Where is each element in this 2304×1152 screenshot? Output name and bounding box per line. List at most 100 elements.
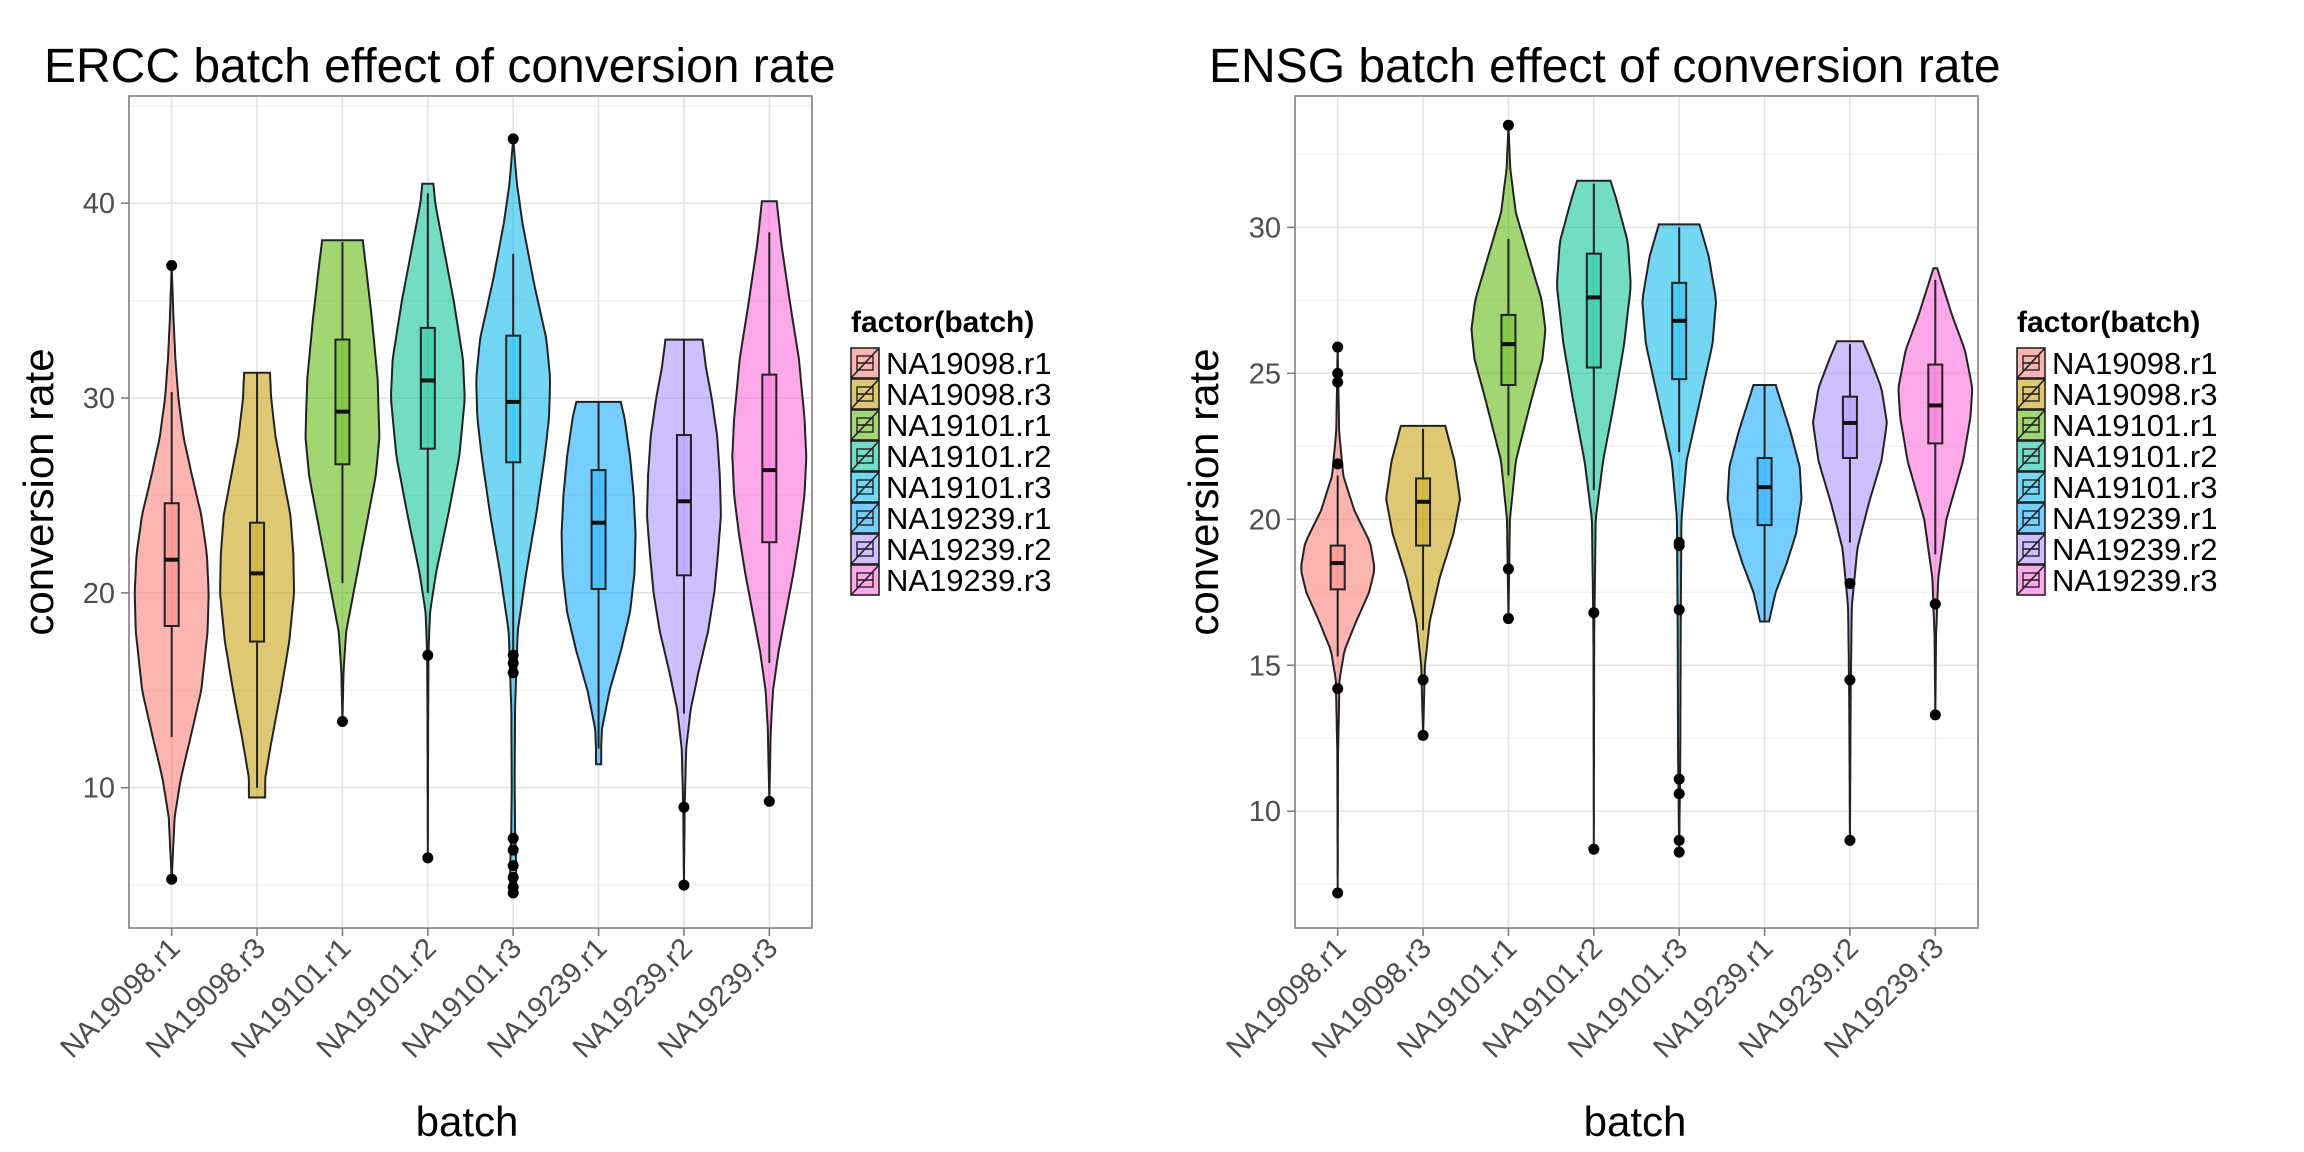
- box: [1671, 281, 1688, 381]
- outlier-point: [1673, 604, 1685, 616]
- legend-key-box: [2022, 355, 2040, 371]
- legend-label: NA19101.r2: [2052, 439, 2217, 474]
- outlier-point: [1588, 607, 1600, 619]
- outlier-point: [1417, 674, 1429, 686]
- box: [1756, 456, 1773, 527]
- legend-key-box: [2022, 448, 2040, 464]
- legend-label: NA19098.r3: [886, 377, 1051, 412]
- outlier-point: [166, 873, 178, 885]
- box: [761, 373, 778, 544]
- legend-label: NA19098.r3: [2052, 377, 2217, 412]
- box: [1500, 313, 1517, 387]
- violin-shape: [1556, 179, 1632, 850]
- chart-title: ENSG batch effect of conversion rate: [1209, 40, 2001, 93]
- y-tick-label: 15: [1249, 650, 1281, 682]
- ercc-chart-panel: ERCC batch effect of conversion rate con…: [15, 40, 1051, 1145]
- outlier-point: [1332, 887, 1344, 899]
- violin-group: [304, 239, 381, 727]
- legend-key-box: [2022, 386, 2040, 402]
- legend-label: NA19239.r1: [886, 501, 1051, 536]
- outlier-point: [1332, 376, 1344, 388]
- outlier-point: [166, 260, 178, 272]
- legend-item: NA19101.r3: [850, 470, 1051, 505]
- outlier-point: [1673, 788, 1685, 800]
- box: [1585, 252, 1602, 369]
- plot-border: [128, 95, 813, 929]
- legend-item: NA19239.r3: [2016, 563, 2217, 598]
- y-axis-title: conversion rate: [1180, 348, 1227, 635]
- violin-shape: [731, 200, 808, 802]
- outlier-point: [1332, 341, 1344, 353]
- legend-label: NA19101.r3: [886, 470, 1051, 505]
- outlier-point: [678, 801, 690, 813]
- y-tick-label: 20: [83, 578, 115, 610]
- outlier-point: [507, 667, 519, 679]
- legend-item: NA19101.r1: [850, 408, 1051, 443]
- violin-shape: [560, 400, 637, 766]
- y-tick-label: 40: [83, 188, 115, 220]
- outlier-point: [1332, 367, 1344, 379]
- outlier-point: [1417, 729, 1429, 741]
- legend-key-box: [856, 417, 874, 433]
- violin-group: [560, 400, 637, 766]
- legend-key-box: [2022, 541, 2040, 557]
- outlier-point: [1588, 843, 1600, 855]
- outlier-point: [678, 879, 690, 891]
- box: [590, 469, 607, 590]
- y-tick-label: 20: [1249, 504, 1281, 536]
- legend-label: NA19101.r3: [2052, 470, 2217, 505]
- outlier-point: [1502, 119, 1514, 131]
- outlier-point: [763, 795, 775, 807]
- outlier-point: [1502, 563, 1514, 575]
- legend-item: NA19239.r2: [850, 532, 1051, 567]
- outlier-point: [422, 649, 434, 661]
- outlier-point: [422, 852, 434, 864]
- violin-shape: [1726, 384, 1803, 623]
- box: [505, 334, 522, 464]
- violin-shape: [1811, 340, 1888, 841]
- legend-label: NA19239.r2: [886, 532, 1051, 567]
- box: [1329, 544, 1346, 591]
- plot-border: [1294, 95, 1979, 929]
- outlier-point: [1673, 846, 1685, 858]
- violin-group: [219, 371, 296, 799]
- outlier-point: [507, 860, 519, 872]
- legend-item: NA19239.r3: [850, 563, 1051, 598]
- legend-label: NA19098.r1: [2052, 346, 2217, 381]
- violin-group: [1385, 424, 1462, 741]
- outlier-point: [507, 881, 519, 893]
- violin-group: [1897, 267, 1974, 721]
- box: [419, 326, 436, 450]
- outlier-point: [1929, 709, 1941, 721]
- legend-label: NA19239.r2: [2052, 532, 2217, 567]
- outlier-point: [1332, 683, 1344, 695]
- outlier-point: [1929, 598, 1941, 610]
- legend-item: NA19101.r2: [2016, 439, 2217, 474]
- legend-key-box: [2022, 510, 2040, 526]
- violin-shape: [219, 371, 296, 799]
- y-tick-label: 30: [83, 383, 115, 415]
- outlier-point: [507, 832, 519, 844]
- legend-item: NA19098.r3: [2016, 377, 2217, 412]
- x-axis-title: batch: [416, 1098, 519, 1145]
- outlier-point: [1332, 458, 1344, 470]
- legend-key-box: [856, 572, 874, 588]
- outlier-point: [1844, 674, 1856, 686]
- violin-group: [1641, 223, 1718, 858]
- legend: NA19098.r1NA19098.r3NA19101.r1NA19101.r2…: [850, 346, 1051, 598]
- ensg-chart-panel: ENSG batch effect of conversion rate con…: [1180, 40, 2217, 1145]
- legend-key-box: [2022, 572, 2040, 588]
- violin-group: [1300, 341, 1376, 899]
- violin-group: [1811, 340, 1888, 846]
- outlier-point: [1844, 578, 1856, 590]
- y-tick-label: 10: [83, 773, 115, 805]
- box: [675, 434, 692, 577]
- legend-label: NA19101.r1: [2052, 408, 2217, 443]
- violin-group: [1726, 384, 1803, 623]
- outlier-point: [1502, 613, 1514, 625]
- outlier-point: [507, 657, 519, 669]
- box: [334, 338, 351, 466]
- legend-item: NA19239.r1: [850, 501, 1051, 536]
- chart-title: ERCC batch effect of conversion rate: [44, 40, 836, 93]
